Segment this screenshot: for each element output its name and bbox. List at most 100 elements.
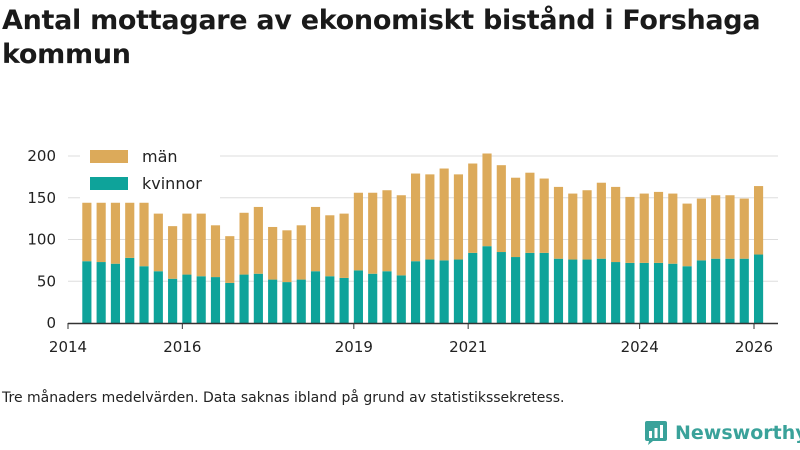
bar-man bbox=[725, 195, 735, 259]
bar-kvinnor bbox=[739, 258, 749, 323]
bar-man bbox=[482, 153, 492, 247]
x-tick-label: 2014 bbox=[49, 338, 87, 356]
bar-man bbox=[296, 225, 306, 280]
bar-man bbox=[439, 168, 449, 261]
bar-man bbox=[568, 193, 578, 260]
y-axis-ticks: 0 50 100 150 200 bbox=[27, 147, 56, 332]
bar-man bbox=[653, 191, 664, 263]
bar-kvinnor bbox=[511, 257, 521, 323]
bar-man bbox=[410, 173, 421, 262]
footnote: Tre månaders medelvärden. Data saknas ib… bbox=[2, 390, 565, 406]
bar-man bbox=[310, 206, 321, 272]
bar-kvinnor bbox=[596, 258, 606, 323]
bar-kvinnor bbox=[711, 258, 721, 323]
bar-kvinnor bbox=[396, 275, 406, 323]
y-tick-label: 0 bbox=[46, 314, 56, 332]
bar-man bbox=[82, 202, 92, 262]
bar-kvinnor bbox=[296, 279, 306, 323]
bar-kvinnor bbox=[82, 261, 92, 323]
bar-kvinnor bbox=[268, 279, 278, 323]
bar-kvinnor bbox=[553, 258, 564, 323]
x-tick-label: 2024 bbox=[621, 338, 659, 356]
bar-kvinnor bbox=[625, 262, 635, 323]
bar-kvinnor bbox=[611, 262, 621, 323]
legend-swatch bbox=[90, 150, 128, 163]
bar-man bbox=[396, 195, 406, 276]
brand-name: Newsworthy bbox=[675, 422, 800, 444]
x-axis-ticks: 2014 2016 2019 2021 2024 2026 bbox=[49, 323, 773, 356]
legend-label: kvinnor bbox=[142, 174, 202, 193]
bar-kvinnor bbox=[453, 259, 464, 323]
bar-kvinnor bbox=[653, 262, 664, 323]
bar-man bbox=[611, 186, 621, 263]
bar-kvinnor bbox=[239, 274, 249, 323]
legend-swatch bbox=[90, 177, 128, 190]
bar-man bbox=[468, 163, 478, 253]
bar-man bbox=[139, 202, 149, 267]
bar-man bbox=[696, 198, 706, 261]
bar-kvinnor bbox=[382, 271, 392, 323]
bar-kvinnor bbox=[368, 273, 378, 323]
bar-kvinnor bbox=[339, 277, 349, 323]
bar-kvinnor bbox=[168, 278, 178, 323]
bar-kvinnor bbox=[96, 262, 106, 323]
bar-kvinnor bbox=[525, 252, 535, 323]
x-tick-label: 2026 bbox=[735, 338, 773, 356]
bar-man bbox=[539, 178, 549, 253]
bar-kvinnor bbox=[310, 271, 321, 323]
bar-man bbox=[682, 203, 692, 267]
bar-kvinnor bbox=[253, 273, 263, 323]
y-tick-label: 150 bbox=[27, 189, 56, 207]
bar-man bbox=[96, 202, 106, 263]
brand: Newsworthy bbox=[644, 420, 800, 446]
bar-kvinnor bbox=[439, 260, 449, 323]
y-tick-label: 100 bbox=[27, 231, 56, 249]
bar-kvinnor bbox=[496, 252, 506, 323]
newsworthy-logo-icon bbox=[645, 421, 667, 445]
bar-kvinnor bbox=[639, 262, 649, 323]
bar-man bbox=[339, 213, 349, 278]
bar-man bbox=[353, 192, 363, 271]
bar-kvinnor bbox=[725, 258, 735, 323]
bar-man bbox=[282, 230, 292, 283]
bar-man bbox=[582, 190, 592, 260]
bar-man bbox=[325, 215, 335, 277]
bar-man bbox=[496, 165, 506, 253]
bar-man bbox=[639, 193, 649, 263]
bar-man bbox=[182, 213, 192, 275]
bar-man bbox=[425, 174, 435, 260]
bar-man bbox=[253, 206, 263, 274]
bar-kvinnor bbox=[225, 282, 235, 323]
bar-kvinnor bbox=[482, 246, 492, 323]
bar-kvinnor bbox=[425, 259, 435, 323]
bars bbox=[82, 153, 764, 323]
bar-kvinnor bbox=[325, 276, 335, 323]
y-tick-label: 50 bbox=[37, 272, 56, 290]
bar-kvinnor bbox=[682, 266, 692, 323]
bar-kvinnor bbox=[582, 259, 592, 323]
bar-kvinnor bbox=[696, 260, 706, 323]
y-tick-label: 200 bbox=[27, 147, 56, 165]
bar-kvinnor bbox=[353, 270, 363, 323]
bar-man bbox=[625, 196, 635, 263]
bar-kvinnor bbox=[282, 282, 292, 323]
bar-man bbox=[739, 198, 749, 259]
bar-kvinnor bbox=[196, 276, 206, 323]
bar-man bbox=[553, 186, 564, 259]
bar-man bbox=[110, 202, 121, 264]
bar-man bbox=[239, 212, 249, 275]
bar-man bbox=[210, 225, 221, 278]
bar-man bbox=[525, 172, 535, 253]
bar-kvinnor bbox=[182, 274, 192, 323]
bar-kvinnor bbox=[468, 252, 478, 323]
bar-man bbox=[168, 226, 178, 279]
bar-man bbox=[668, 193, 678, 264]
bar-man bbox=[711, 195, 721, 259]
legend: män kvinnor bbox=[80, 140, 220, 200]
bar-kvinnor bbox=[539, 252, 549, 323]
x-tick-label: 2021 bbox=[449, 338, 487, 356]
x-tick-label: 2016 bbox=[163, 338, 201, 356]
bar-man bbox=[382, 190, 392, 272]
bar-man bbox=[196, 213, 206, 277]
